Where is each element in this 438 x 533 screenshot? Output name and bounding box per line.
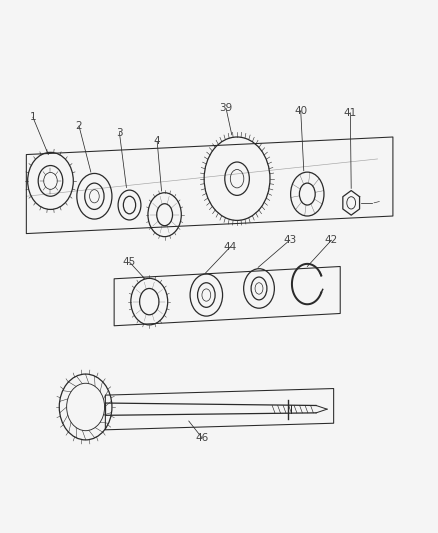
Text: 3: 3	[116, 127, 123, 138]
Text: 46: 46	[195, 433, 208, 443]
Text: 43: 43	[283, 235, 296, 245]
Text: 41: 41	[343, 108, 356, 118]
Text: 39: 39	[219, 103, 232, 114]
Text: 1: 1	[29, 112, 36, 122]
Text: 45: 45	[123, 257, 136, 267]
Text: 4: 4	[153, 136, 160, 147]
Text: 42: 42	[324, 235, 337, 245]
Text: 2: 2	[75, 121, 82, 131]
Text: 40: 40	[293, 106, 307, 116]
Text: 44: 44	[223, 242, 237, 252]
